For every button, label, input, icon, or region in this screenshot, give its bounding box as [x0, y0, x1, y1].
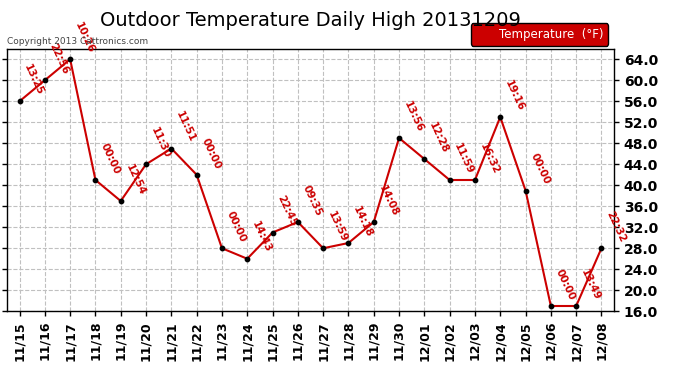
Point [166, 146, 177, 152]
Text: Copyright 2013 Cattronics.com: Copyright 2013 Cattronics.com [7, 37, 148, 46]
Point [444, 177, 455, 183]
Text: 22:45: 22:45 [275, 194, 299, 228]
Text: 22:56: 22:56 [48, 42, 70, 76]
Point [368, 219, 380, 225]
Point [14, 98, 25, 104]
Text: 16:32: 16:32 [477, 142, 501, 176]
Text: 00:00: 00:00 [199, 136, 222, 171]
Text: 12:28: 12:28 [427, 121, 450, 155]
Point [39, 77, 50, 83]
Point [317, 245, 328, 251]
Point [217, 245, 228, 251]
Point [495, 114, 506, 120]
Point [115, 198, 126, 204]
Text: Outdoor Temperature Daily High 20131209: Outdoor Temperature Daily High 20131209 [100, 11, 521, 30]
Point [596, 245, 607, 251]
Point [191, 172, 202, 178]
Legend: Temperature  (°F): Temperature (°F) [471, 23, 608, 46]
Point [90, 177, 101, 183]
Point [267, 230, 278, 236]
Text: 00:00: 00:00 [98, 142, 121, 176]
Text: 22:32: 22:32 [604, 210, 627, 244]
Text: 13:56: 13:56 [402, 100, 425, 134]
Text: 14:08: 14:08 [377, 183, 400, 218]
Text: 00:00: 00:00 [553, 268, 577, 302]
Text: 12:54: 12:54 [124, 162, 147, 197]
Text: 00:00: 00:00 [225, 210, 248, 244]
Text: 09:35: 09:35 [301, 184, 324, 218]
Text: 11:30: 11:30 [149, 126, 172, 160]
Point [571, 303, 582, 309]
Text: 11:59: 11:59 [453, 142, 475, 176]
Text: 14:18: 14:18 [351, 204, 375, 239]
Text: 13:59: 13:59 [326, 210, 349, 244]
Point [393, 135, 404, 141]
Point [545, 303, 556, 309]
Point [293, 219, 304, 225]
Text: 00:00: 00:00 [529, 152, 551, 186]
Point [343, 240, 354, 246]
Text: 13:49: 13:49 [579, 268, 602, 302]
Text: 10:26: 10:26 [73, 21, 96, 55]
Point [520, 188, 531, 194]
Point [469, 177, 480, 183]
Point [141, 161, 152, 167]
Text: 19:16: 19:16 [503, 79, 526, 113]
Point [241, 256, 253, 262]
Point [65, 56, 76, 62]
Text: 14:43: 14:43 [250, 220, 273, 255]
Point [419, 156, 430, 162]
Text: 11:51: 11:51 [174, 110, 197, 144]
Text: 13:25: 13:25 [22, 63, 46, 97]
